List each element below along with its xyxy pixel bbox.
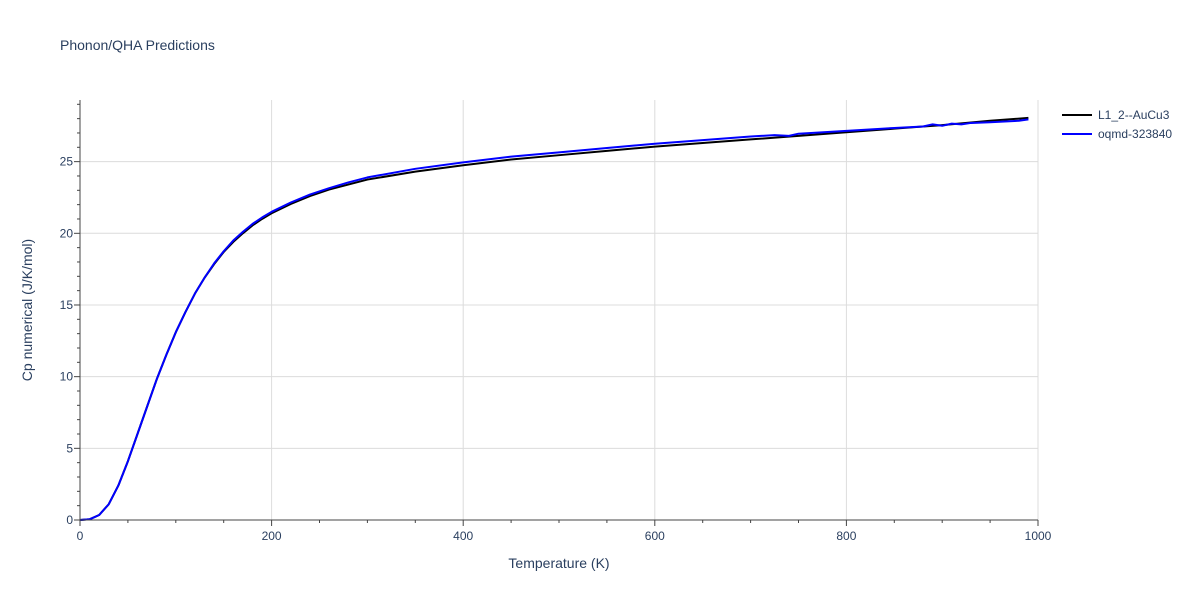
y-tick-label: 20	[60, 226, 74, 240]
y-tick-label: 15	[60, 298, 74, 312]
legend-label: L1_2--AuCu3	[1098, 108, 1170, 122]
y-tick-label: 25	[60, 155, 74, 169]
y-tick-label: 10	[60, 370, 74, 384]
series-line-1	[79, 116, 1029, 521]
y-tick-label: 0	[66, 513, 73, 527]
x-tick-label: 0	[77, 529, 84, 543]
legend-label: oqmd-323840	[1098, 127, 1172, 141]
series-line-2	[79, 118, 1029, 521]
x-tick-label: 800	[836, 529, 856, 543]
y-axis-title: Cp numerical (J/K/mol)	[19, 239, 35, 381]
axes: 0 200 400 600 800 1000 0 5 10 15 20 25	[60, 100, 1052, 543]
grid	[80, 100, 1039, 520]
x-tick-label: 200	[262, 529, 282, 543]
y-tick-label: 5	[66, 441, 73, 455]
x-axis-title: Temperature (K)	[508, 555, 609, 571]
x-tick-label: 1000	[1025, 529, 1052, 543]
x-tick-label: 400	[453, 529, 473, 543]
x-tick-label: 600	[645, 529, 665, 543]
chart-title: Phonon/QHA Predictions	[60, 37, 215, 53]
legend: L1_2--AuCu3 oqmd-323840	[1062, 108, 1172, 141]
plot-area	[79, 116, 1029, 521]
